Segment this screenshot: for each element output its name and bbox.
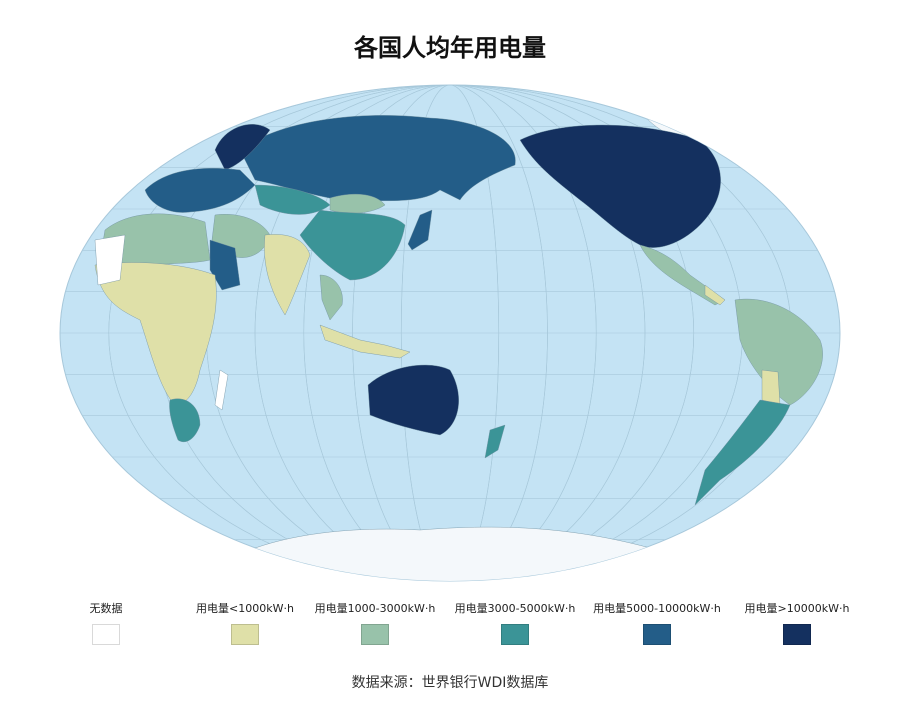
- region-japan: [407, 209, 433, 251]
- region-bolivia: [761, 369, 781, 406]
- region-north-america: [519, 124, 721, 248]
- legend-label: 用电量3000-5000kW·h: [454, 602, 576, 615]
- region-madagascar: [214, 369, 229, 411]
- region-mexico-central-america: [639, 244, 726, 306]
- legend-label: 用电量<1000kW·h: [196, 602, 294, 615]
- legend-item-gt10000: 用电量>10000kW·h: [722, 600, 872, 645]
- legend-swatch: [231, 624, 259, 645]
- legend-item-no-data: 无数据: [76, 600, 136, 645]
- legend-swatch: [783, 624, 811, 645]
- legend-item-lt1000: 用电量<1000kW·h: [170, 600, 320, 645]
- legend-item-5000-10000: 用电量5000-10000kW·h: [582, 600, 732, 645]
- legend-label: 用电量1000-3000kW·h: [314, 602, 436, 615]
- region-scandinavia: [214, 124, 271, 171]
- legend-label: 用电量5000-10000kW·h: [593, 602, 721, 615]
- region-europe: [144, 168, 256, 213]
- region-indonesia: [319, 324, 411, 359]
- region-west-africa-nodata: [94, 234, 126, 286]
- region-south-africa: [169, 398, 201, 443]
- legend-label: 无数据: [89, 602, 123, 615]
- legend-swatch: [643, 624, 671, 645]
- legend-swatch: [501, 624, 529, 645]
- region-australia: [367, 364, 459, 436]
- region-sub-saharan-africa: [94, 262, 217, 406]
- region-se-asia: [319, 274, 343, 321]
- legend-item-1000-3000: 用电量1000-3000kW·h: [300, 600, 450, 645]
- region-south-america: [734, 298, 823, 406]
- map-title: 各国人均年用电量: [354, 34, 546, 62]
- data-source: 数据来源：世界银行WDI数据库: [351, 675, 549, 691]
- region-saudi: [209, 239, 241, 291]
- region-new-zealand: [484, 424, 506, 459]
- legend-label: 用电量>10000kW·h: [744, 602, 850, 615]
- region-china: [299, 209, 406, 281]
- legend-swatch: [361, 624, 389, 645]
- legend-swatch: [92, 624, 120, 645]
- region-india: [264, 234, 311, 316]
- legend-item-3000-5000: 用电量3000-5000kW·h: [440, 600, 590, 645]
- region-central-america-south: [704, 284, 726, 306]
- region-argentina-chile: [694, 399, 791, 506]
